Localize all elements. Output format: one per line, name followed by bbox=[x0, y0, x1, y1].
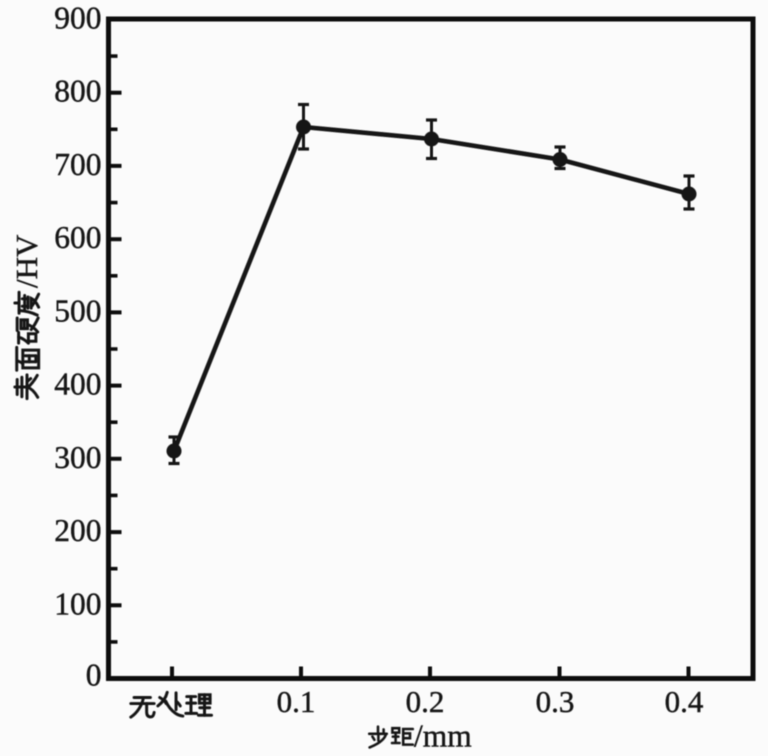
svg-text:0.1: 0.1 bbox=[277, 684, 316, 719]
svg-text:/mm: /mm bbox=[414, 719, 472, 754]
svg-text:/HV: /HV bbox=[9, 234, 44, 288]
svg-text:800: 800 bbox=[54, 74, 101, 109]
svg-text:200: 200 bbox=[54, 513, 101, 548]
svg-text:0.2: 0.2 bbox=[406, 684, 445, 719]
svg-text:600: 600 bbox=[54, 220, 101, 255]
svg-text:500: 500 bbox=[54, 293, 101, 328]
svg-text:400: 400 bbox=[54, 367, 101, 402]
svg-text:0.4: 0.4 bbox=[665, 684, 704, 719]
svg-text:700: 700 bbox=[54, 147, 101, 182]
svg-text:0.3: 0.3 bbox=[536, 684, 575, 719]
svg-text:900: 900 bbox=[54, 1, 101, 36]
svg-text:100: 100 bbox=[54, 586, 101, 621]
svg-text:0: 0 bbox=[86, 658, 102, 693]
svg-text:300: 300 bbox=[54, 440, 101, 475]
